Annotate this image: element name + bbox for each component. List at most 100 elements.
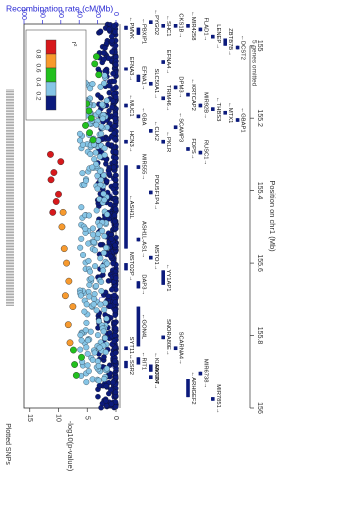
gene-exon — [186, 92, 190, 97]
snp-point-r2-02 — [94, 185, 101, 192]
snp-point-r2-low — [112, 299, 119, 305]
snp-point-r2-low — [108, 386, 114, 393]
snp-point-r2-02 — [84, 337, 91, 344]
snp-point-r2-02 — [95, 230, 102, 237]
snp-point-r2-low — [108, 401, 115, 407]
position-tick-label: 155.6 — [256, 254, 263, 272]
snp-point-r2-low — [110, 98, 116, 104]
gene-exon — [149, 190, 153, 195]
gene-label: MIR92B→ — [202, 92, 208, 119]
gene-exon — [211, 107, 215, 111]
gene-exon — [136, 165, 141, 169]
position-tick-label: 155.4 — [256, 182, 263, 200]
gene-exon — [186, 379, 190, 398]
gene-exon — [161, 270, 165, 285]
gene-exon — [223, 110, 227, 115]
gene-label: RXFP4→ — [153, 365, 159, 389]
gene-label: TRIM46→ — [165, 85, 171, 111]
snp-point-r2-low — [111, 23, 117, 29]
snp-point-r2-02 — [94, 172, 101, 179]
gene-exon — [124, 103, 128, 108]
snp-point-r2-low — [112, 358, 118, 364]
axes: 155 155.2 155.4 155.6 155.8 156 0 5 10 15 0 20 40 60 8… — [20, 8, 263, 422]
gene-label: DAP3→ — [140, 274, 146, 295]
snp-point-r2-04 — [82, 122, 89, 129]
gene-exon — [124, 25, 128, 30]
gene-label: ASH1L-AS1→ — [140, 221, 146, 258]
gene-label: ←SCAMP3 — [178, 112, 184, 142]
snp-point-r2-low — [111, 212, 118, 219]
recomb-tick-label: 0 — [112, 12, 119, 16]
legend-swatch — [45, 39, 57, 55]
gene-exon — [198, 27, 203, 32]
snp-point-r2-low — [112, 242, 118, 249]
pvalue-tick-label: 0 — [112, 416, 119, 420]
snp-point-r2-low — [112, 206, 119, 212]
omitted-genes-note: 5 genes omitted — [250, 40, 257, 87]
snp-point-r2-low — [112, 42, 119, 49]
snp-point-r2-low — [101, 354, 107, 360]
snp-point-r2-02 — [86, 212, 92, 219]
snp-point-r2-low — [107, 253, 114, 260]
snp-point-r2-02 — [92, 263, 99, 270]
snp-point-r2-02 — [95, 137, 102, 144]
gene-label: ←CLK2 — [153, 121, 159, 141]
snp-point-r2-02 — [91, 156, 98, 163]
snp-point-r2-low — [96, 382, 103, 389]
gene-label: ←ARHGEF2 — [190, 371, 196, 404]
gene-exon — [186, 147, 190, 151]
snp-point-r2-low — [108, 236, 115, 242]
snp-point-r2-02 — [91, 349, 98, 356]
snp-point-r2-low — [109, 286, 115, 293]
gene-exon — [173, 24, 178, 28]
snp-point-r2-08 — [57, 158, 65, 166]
position-tick-label: 155 — [256, 40, 263, 52]
gene-exon — [173, 346, 178, 351]
snp-point-r2-02 — [78, 337, 85, 344]
snp-point-r2-02 — [83, 379, 90, 386]
y-axis-title: -log10(p-value) — [66, 421, 75, 472]
gene-label: ←ASH1L — [128, 195, 134, 220]
snp-point-r2-02 — [78, 204, 85, 211]
snp-point-r2-06 — [69, 303, 77, 310]
snp-point-r2-04 — [89, 136, 97, 144]
snp-point-r2-02 — [77, 332, 84, 339]
snp-point-r2-08 — [52, 198, 60, 205]
snp-point-r2-low — [103, 178, 110, 184]
gene-label: SYT11→ — [128, 337, 134, 360]
gene-exon — [161, 60, 165, 64]
snp-point-r2-02 — [90, 239, 97, 246]
snp-point-r2-02 — [84, 350, 91, 357]
snp-point-r2-low — [113, 94, 119, 100]
snp-point-r2-02 — [100, 267, 107, 274]
snp-point-r2-02 — [98, 123, 105, 130]
snp-point-r2-low — [103, 398, 109, 404]
gene-label: ←SSR2 — [128, 354, 134, 375]
gene-label: ←DCST2 — [240, 35, 246, 60]
snp-point-r2-08 — [55, 190, 62, 198]
gene-label: ←THBS3 — [215, 97, 221, 121]
snp-point-r2-06 — [59, 208, 67, 216]
gene-exon — [198, 103, 203, 108]
gene-label: ←MUC1 — [128, 94, 134, 116]
snp-point-r2-low — [105, 293, 111, 299]
legend-label: 0.2 — [34, 91, 41, 100]
snp-point-r2-02 — [103, 315, 110, 322]
recomb-tick-label: 100 — [20, 8, 27, 20]
snp-point-r2-02 — [91, 291, 98, 298]
snp-point-r2-low — [97, 28, 104, 35]
gene-exon — [198, 371, 203, 376]
snp-point-r2-02 — [96, 222, 103, 229]
snp-point-r2-low — [111, 159, 117, 165]
legend-label: 0.8 — [34, 49, 41, 58]
snp-point-r2-06 — [65, 277, 73, 285]
snp-point-r2-02 — [104, 211, 111, 218]
gene-exon — [136, 27, 141, 35]
snp-point-r2-02 — [102, 335, 109, 342]
snp-point-r2-low — [112, 61, 119, 68]
gene-label: SCARNA4→ — [178, 332, 184, 365]
snp-point-r2-02 — [103, 260, 110, 267]
snp-point-r2-low — [110, 70, 116, 77]
snp-point-r2-02 — [101, 145, 108, 152]
snp-point-r2-low — [111, 292, 118, 299]
